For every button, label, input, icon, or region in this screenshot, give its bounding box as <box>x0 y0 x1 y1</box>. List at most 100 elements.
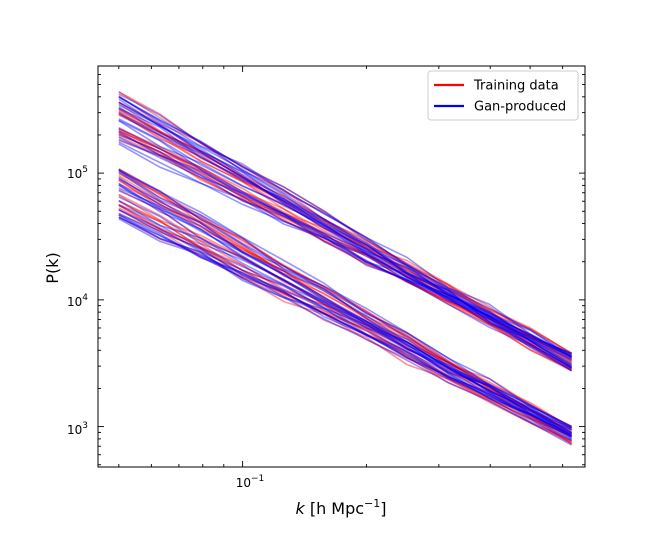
training-curve <box>118 172 573 442</box>
training-curve <box>118 188 572 435</box>
gan-curve <box>118 209 572 428</box>
gan-curve <box>118 118 572 358</box>
gan-curve <box>118 101 573 369</box>
gan-curve <box>118 212 572 438</box>
gan-curve <box>118 196 572 432</box>
training-curve <box>118 135 572 361</box>
training-curve <box>118 199 572 442</box>
x-axis-label: k [h Mpc−1] <box>295 497 386 518</box>
training-curve <box>118 174 573 437</box>
gan-curve <box>118 114 572 358</box>
training-curve <box>118 128 572 355</box>
gan-curve <box>118 96 572 369</box>
gan-curve <box>118 216 572 434</box>
gan-curve <box>118 136 572 359</box>
training-curve <box>118 101 572 368</box>
gan-curve <box>118 96 573 359</box>
y-axis-label: P(k) <box>43 252 62 283</box>
gan-curve <box>118 218 572 431</box>
training-curve <box>118 130 572 356</box>
y-tick-label: 105 <box>67 165 88 181</box>
training-curve <box>118 177 572 430</box>
training-curve <box>118 132 572 357</box>
gan-curve <box>118 93 572 357</box>
training-curve <box>118 107 572 370</box>
training-curve <box>118 102 572 372</box>
gan-curve <box>118 189 572 441</box>
gan-curve <box>118 120 572 360</box>
plot-frame <box>97 65 586 468</box>
x-tick-label: 10−1 <box>236 474 265 490</box>
training-curve <box>118 128 573 355</box>
gan-curve <box>118 138 572 359</box>
gan-curve <box>118 168 572 427</box>
gan-curve <box>118 106 573 368</box>
gan-curve <box>118 101 572 366</box>
training-curve <box>118 180 573 429</box>
training-curve <box>118 183 572 428</box>
gan-curve <box>118 169 573 434</box>
gan-curve <box>118 104 572 372</box>
training-curve <box>118 95 573 360</box>
training-curve <box>118 139 572 361</box>
gan-curve <box>118 184 572 436</box>
training-curve <box>118 208 572 437</box>
gan-curve <box>118 133 573 372</box>
gan-curve <box>118 127 573 370</box>
training-curve <box>118 204 572 437</box>
training-curve <box>118 134 573 363</box>
legend-box <box>427 70 579 121</box>
gan-curve <box>118 214 572 446</box>
training-curve <box>118 132 573 369</box>
training-curve <box>118 109 572 366</box>
training-curve <box>118 112 573 355</box>
training-curve <box>118 126 572 372</box>
training-curve <box>118 130 572 365</box>
training-curve <box>118 200 572 437</box>
training-curve <box>118 168 572 433</box>
training-curve <box>118 213 572 444</box>
gan-curve <box>118 141 572 362</box>
gan-curve <box>118 199 572 429</box>
gan-curve <box>118 182 573 438</box>
gan-curve <box>118 213 572 436</box>
gan-curve <box>118 176 573 437</box>
training-curve <box>118 108 572 354</box>
training-curve <box>118 91 572 363</box>
training-curve <box>118 172 573 445</box>
training-curve <box>118 112 572 370</box>
gan-curve <box>118 170 573 440</box>
gan-curve <box>118 204 572 429</box>
training-curve <box>118 207 572 440</box>
legend-label-training: Training data <box>473 79 559 94</box>
gan-curve <box>118 96 572 357</box>
training-curve <box>118 168 573 434</box>
gan-curve <box>118 209 572 435</box>
training-curve <box>118 111 572 358</box>
training-curve <box>118 91 573 372</box>
training-curve <box>118 179 572 438</box>
gan-curve <box>118 170 573 431</box>
training-curve <box>118 193 572 434</box>
gan-curve <box>118 130 572 355</box>
legend: Training data Gan-produced <box>427 70 579 121</box>
gan-curve <box>118 119 572 368</box>
gan-curve <box>118 98 573 368</box>
gan-curve <box>118 178 572 438</box>
axis-ticks <box>98 65 585 467</box>
training-curve <box>118 169 573 437</box>
training-curve <box>118 112 573 366</box>
training-curve <box>118 204 573 445</box>
training-curve <box>118 203 572 431</box>
training-curve <box>118 216 572 444</box>
training-curve <box>118 194 572 428</box>
power-spectrum-curves <box>118 91 573 446</box>
gan-curve <box>118 187 573 435</box>
legend-label-gan: Gan-produced <box>474 100 566 115</box>
gan-curve <box>118 184 572 442</box>
gan-curve <box>118 107 573 357</box>
y-tick-label: 103 <box>67 421 88 437</box>
y-tick-label: 104 <box>67 293 88 309</box>
gan-curve <box>118 110 572 364</box>
